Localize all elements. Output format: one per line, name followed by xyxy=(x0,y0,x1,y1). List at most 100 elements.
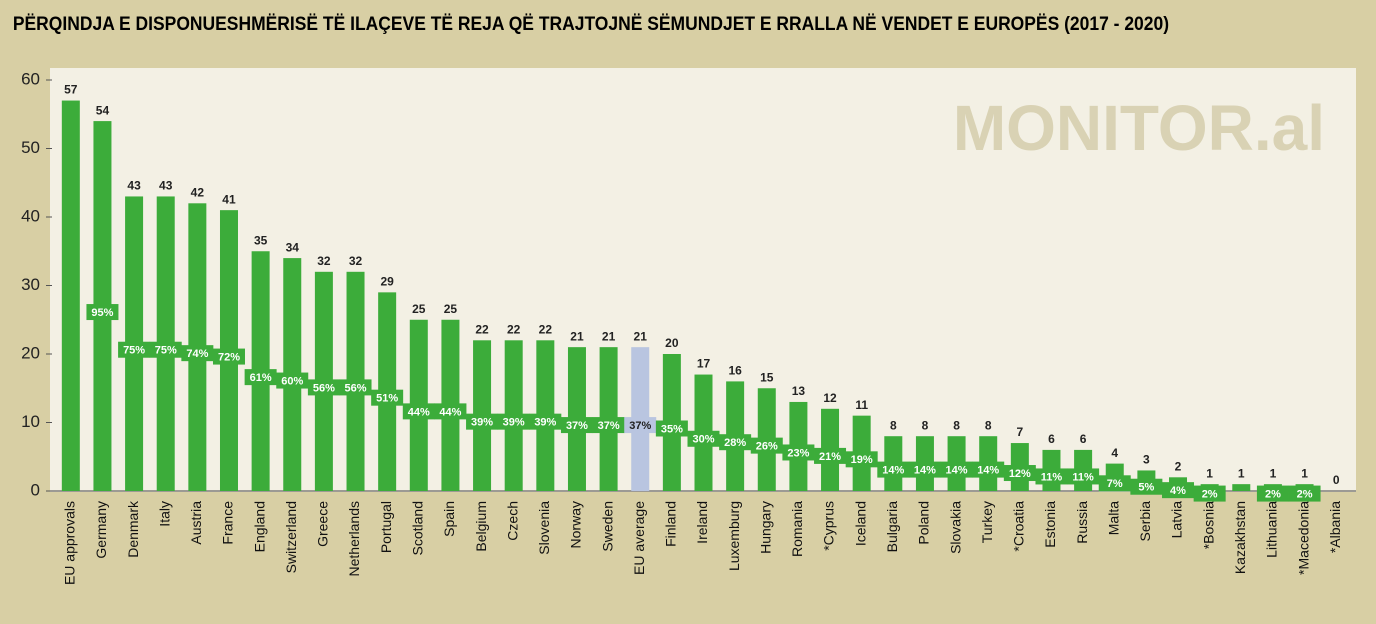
share-label-group: 12% xyxy=(1003,465,1036,482)
value-label: 35 xyxy=(254,233,268,247)
value-label: 21 xyxy=(602,329,616,343)
share-label-group: 26% xyxy=(750,437,783,454)
share-label-bg xyxy=(624,417,657,434)
value-label: 11 xyxy=(855,398,868,412)
value-label: 25 xyxy=(412,302,426,316)
share-label-bg xyxy=(972,461,1005,478)
x-tick-label: Norway xyxy=(568,501,584,548)
x-tick-label: *Albania xyxy=(1327,501,1343,553)
share-label-group: 14% xyxy=(908,461,941,478)
share-label-group: 14% xyxy=(877,461,910,478)
x-tick-label: EU average xyxy=(631,501,647,575)
share-label: 75% xyxy=(155,345,177,357)
value-label: 20 xyxy=(665,336,679,350)
share-label-group: 14% xyxy=(972,461,1005,478)
value-label: 43 xyxy=(127,179,141,193)
share-label: 39% xyxy=(503,417,525,429)
share-label: 37% xyxy=(629,420,651,432)
x-tick-label: Belgium xyxy=(473,501,489,552)
share-label-bg xyxy=(1067,468,1100,485)
x-tick-label: Poland xyxy=(916,501,932,545)
value-label: 13 xyxy=(792,384,806,398)
share-label: 75% xyxy=(123,345,145,357)
share-label: 60% xyxy=(281,375,303,387)
value-label: 8 xyxy=(953,418,960,432)
share-label: 14% xyxy=(914,465,936,477)
share-label: 26% xyxy=(756,441,778,453)
share-label: 5% xyxy=(1138,482,1154,494)
share-label: 30% xyxy=(692,434,714,446)
x-tick-label: Germany xyxy=(93,501,109,559)
share-label-bg xyxy=(908,461,941,478)
share-label: 12% xyxy=(1009,468,1031,480)
x-tick-label: Hungary xyxy=(757,501,773,554)
share-label: 72% xyxy=(218,351,240,363)
value-label: 43 xyxy=(159,179,173,193)
bar xyxy=(1232,484,1251,491)
share-label: 95% xyxy=(91,307,113,319)
share-label: 4% xyxy=(1170,485,1186,497)
value-label: 8 xyxy=(890,418,897,432)
share-label: 28% xyxy=(724,437,746,449)
share-label-bg xyxy=(1098,475,1131,492)
value-label: 16 xyxy=(728,364,742,378)
share-label-bg xyxy=(118,341,151,358)
value-label: 29 xyxy=(380,275,394,289)
share-label-group: 35% xyxy=(655,420,688,437)
share-label-group: 4% xyxy=(1162,482,1195,499)
share-label-group: 61% xyxy=(244,369,277,386)
value-label: 34 xyxy=(286,240,300,254)
share-label-bg xyxy=(940,461,973,478)
share-label-group: 51% xyxy=(371,389,404,406)
chart-title: PËRQINDJA E DISPONUESHMËRISË TË ILAÇEVE … xyxy=(13,12,1169,34)
x-tick-label: Iceland xyxy=(852,501,868,546)
x-tick-label: Finland xyxy=(663,501,679,547)
share-label-group: 37% xyxy=(560,417,593,434)
share-label-group: 11% xyxy=(1067,468,1100,485)
x-tick-label: *Croatia xyxy=(1011,501,1027,552)
y-tick-label: 10 xyxy=(21,412,40,431)
value-label: 1 xyxy=(1238,466,1245,480)
share-label-group: 39% xyxy=(466,413,499,430)
value-label: 21 xyxy=(570,329,584,343)
share-label-group: 44% xyxy=(434,403,467,420)
share-label: 51% xyxy=(376,393,398,405)
share-label-group: 11% xyxy=(1035,468,1068,485)
y-tick-label: 20 xyxy=(21,343,40,362)
x-tick-label: Austria xyxy=(188,501,204,545)
share-label-bg xyxy=(339,379,372,396)
share-label: 11% xyxy=(1041,471,1063,483)
share-label: 44% xyxy=(408,406,430,418)
value-label: 1 xyxy=(1206,466,1213,480)
share-label-bg xyxy=(276,372,309,389)
x-tick-label: Luxemburg xyxy=(726,501,742,571)
share-label-group: 37% xyxy=(592,417,625,434)
x-tick-label: Ireland xyxy=(694,501,710,544)
share-label: 2% xyxy=(1202,488,1218,500)
share-label: 19% xyxy=(851,454,873,466)
value-label: 12 xyxy=(823,391,837,405)
value-label: 57 xyxy=(64,83,78,97)
x-tick-label: England xyxy=(251,501,267,552)
x-tick-label: Romania xyxy=(789,501,805,557)
value-label: 8 xyxy=(985,418,992,432)
share-label: 14% xyxy=(946,465,968,477)
share-label-bg xyxy=(687,430,720,447)
value-label: 25 xyxy=(444,302,458,316)
share-label-group: 23% xyxy=(782,444,815,461)
value-label: 0 xyxy=(1333,473,1340,487)
x-tick-label: Italy xyxy=(156,501,172,527)
share-label: 39% xyxy=(471,417,493,429)
share-label: 56% xyxy=(345,382,367,394)
x-tick-label: Sweden xyxy=(599,501,615,552)
x-tick-label: *Cyprus xyxy=(821,501,837,551)
x-tick-label: Czech xyxy=(504,501,520,541)
value-label: 6 xyxy=(1080,432,1087,446)
share-label-bg xyxy=(592,417,625,434)
share-label-bg xyxy=(1130,478,1163,495)
share-label: 14% xyxy=(882,465,904,477)
share-label-bg xyxy=(1193,485,1226,502)
x-tick-label: France xyxy=(220,501,236,545)
share-label-bg xyxy=(181,345,214,362)
